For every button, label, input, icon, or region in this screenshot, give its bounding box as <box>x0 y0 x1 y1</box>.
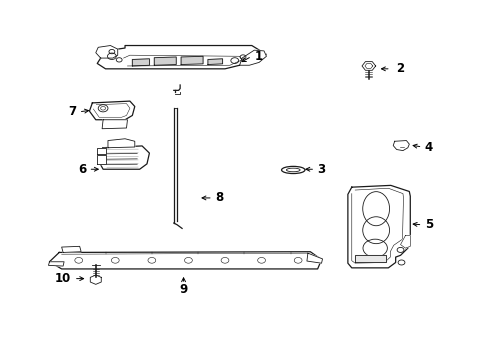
Polygon shape <box>96 45 118 58</box>
Text: 3: 3 <box>317 163 325 176</box>
Text: 6: 6 <box>78 163 86 176</box>
Polygon shape <box>89 101 135 120</box>
Polygon shape <box>207 59 222 64</box>
Polygon shape <box>347 185 409 268</box>
Polygon shape <box>132 59 149 66</box>
Polygon shape <box>392 140 408 150</box>
Text: 1: 1 <box>254 50 262 63</box>
Polygon shape <box>97 155 105 164</box>
Text: 10: 10 <box>55 272 71 285</box>
Polygon shape <box>306 253 322 263</box>
Polygon shape <box>97 148 105 154</box>
Text: 8: 8 <box>215 192 223 204</box>
Polygon shape <box>181 56 203 64</box>
Text: 9: 9 <box>179 283 187 296</box>
Polygon shape <box>108 139 135 148</box>
Polygon shape <box>48 262 64 266</box>
Polygon shape <box>400 235 409 248</box>
Polygon shape <box>98 146 149 169</box>
Polygon shape <box>97 45 266 69</box>
Text: 5: 5 <box>424 218 432 231</box>
Polygon shape <box>354 255 385 262</box>
Polygon shape <box>239 50 266 65</box>
Polygon shape <box>61 246 81 252</box>
Polygon shape <box>154 57 176 65</box>
Text: 7: 7 <box>68 105 76 118</box>
Text: 4: 4 <box>424 141 432 154</box>
Polygon shape <box>90 275 101 284</box>
Polygon shape <box>361 62 375 70</box>
Polygon shape <box>102 120 127 129</box>
Polygon shape <box>49 252 321 269</box>
Text: 2: 2 <box>395 62 403 75</box>
